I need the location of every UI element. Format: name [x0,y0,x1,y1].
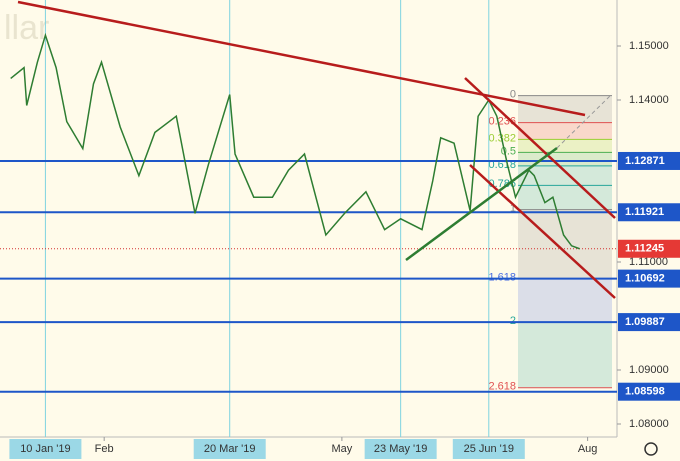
level-badge [618,269,680,288]
date-badge [193,439,266,459]
fib-band [518,278,612,323]
fib-band [518,185,612,210]
fib-band [518,95,612,123]
y-tick-label: 1.08000 [629,418,669,430]
level-badge [618,382,680,401]
last-price-badge [618,239,680,258]
x-tick-label: Aug [578,443,598,455]
price-line [10,32,580,250]
level-label: 1.10692 [625,273,665,285]
y-tick-label: 1.14000 [629,94,669,106]
axes: 10 Jan '19 Feb 20 Mar '19 May 23 May '19 25 J… [9,40,680,459]
level-badge [618,313,680,332]
fib-label: 2 [510,315,516,327]
fib-band [518,165,612,186]
channel-line [469,164,616,299]
level-label: 1.12871 [625,155,665,167]
grid [0,0,617,441]
settings-icon[interactable] [644,442,658,456]
y-tick-label: 1.15000 [629,40,669,52]
last-price-label: 1.11245 [625,243,664,255]
y-tick-label: 1.09000 [629,364,669,376]
level-label: 1.09887 [625,316,665,328]
drawings [17,0,616,299]
fib-label: 1 [510,203,516,215]
level-badge [618,151,680,170]
x-tick-label: 20 Mar '19 [204,443,256,455]
date-badge [364,439,437,459]
fib-band [518,209,612,279]
fib-band [518,122,612,140]
watermark: llar [4,9,49,47]
level-label: 1.11921 [625,206,664,218]
trend-line [17,0,586,117]
date-badge [9,439,82,459]
x-tick-label: 23 May '19 [374,443,427,455]
fib-band [518,152,612,166]
fib-band [518,322,612,388]
date-badge [452,439,525,459]
x-tick-label: 25 Jun '19 [464,443,514,455]
extension-line [556,93,613,149]
x-tick-label: Feb [95,443,114,455]
support-line [405,146,558,262]
fib-label: 1.618 [488,272,516,284]
y-tick-label: 1.11000 [629,256,668,268]
level-badge [618,203,680,222]
level-label: 1.08598 [625,386,665,398]
channel-line [464,77,616,219]
x-tick-label: May [331,443,352,455]
fib-label: 0 [510,89,516,101]
x-tick-label: 10 Jan '19 [20,443,70,455]
fib-label: 2.618 [488,381,516,393]
plot [10,32,580,250]
